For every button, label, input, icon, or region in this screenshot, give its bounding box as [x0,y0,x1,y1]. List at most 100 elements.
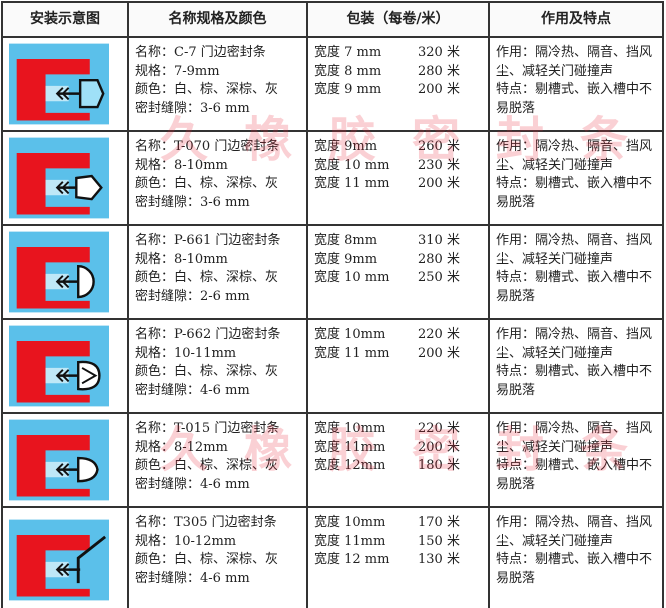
table-header: 安装示意图 名称规格及颜色 包装（每卷/米） 作用及特点 [1,1,664,38]
table-row: 名称：T-070 门边密封条 规格：8-10mm 颜色：白、棕、深棕、灰 密封缝… [1,130,664,226]
install-diagram-cell [1,36,129,132]
header-diagram: 安装示意图 [1,1,129,38]
t015-seal-diagram-icon [9,419,109,501]
product-name: 名称：T305 门边密封条 [135,515,277,530]
features-cell: 作用：隔冷热、隔音、挡风尘、减轻关门碰撞声 特点：剔槽式、嵌入槽中不易脱落 [488,130,664,226]
package-line: 宽度 12mm 180 米 [314,457,482,476]
length-value: 320 米 [418,45,460,60]
width-value: 宽度 10mm [314,327,386,342]
features-cell: 作用：隔冷热、隔音、挡风尘、减轻关门碰撞声 特点：剔槽式、嵌入槽中不易脱落 [488,506,664,608]
packaging-cell: 宽度 10mm 220 米宽度 11mm 200 米宽度 12mm 180 米 [306,412,490,508]
spec-cell: 名称：T305 门边密封条 规格：10-12mm 颜色：白、棕、深棕、灰 密封缝… [127,506,308,608]
seal-gap: 密封缝隙：4-6 mm [135,570,250,586]
table-row: 名称：T305 门边密封条 规格：10-12mm 颜色：白、棕、深棕、灰 密封缝… [1,506,664,608]
header-packaging: 包装（每卷/米） [306,1,490,38]
product-colors: 颜色：白、棕、深棕、灰 [135,270,279,285]
c7-seal-diagram-icon [9,43,109,125]
width-value: 宽度 12mm [314,458,386,473]
package-line: 宽度 9 mm 200 米 [314,81,482,100]
width-value: 宽度 10 mm [314,270,390,285]
product-name: 名称：C-7 门边密封条 [135,45,266,60]
product-colors: 颜色：白、棕、深棕、灰 [135,176,279,191]
length-value: 220 米 [418,421,460,436]
feature-text: 特点：剔槽式、嵌入槽中不易脱落 [496,176,653,210]
spec-cell: 名称：P-661 门边密封条 规格：8-10mm 颜色：白、棕、深棕、灰 密封缝… [127,224,308,320]
width-value: 宽度 7 mm [314,45,382,60]
width-value: 宽度 12 mm [314,552,390,567]
length-value: 150 米 [418,533,460,549]
install-diagram-cell [1,506,129,608]
length-value: 280 米 [418,251,460,267]
t305-seal-diagram-icon [9,519,109,601]
features-cell: 作用：隔冷热、隔音、挡风尘、减轻关门碰撞声 特点：剔槽式、嵌入槽中不易脱落 [488,318,664,414]
length-value: 200 米 [418,439,460,455]
packaging-cell: 宽度 7 mm 320 米宽度 8 mm 280 米宽度 9 mm 200 米 [306,36,490,132]
feature-text: 特点：剔槽式、嵌入槽中不易脱落 [496,552,653,586]
product-spec: 规格：8-10mm [135,157,228,173]
product-name: 名称：T-070 门边密封条 [135,139,280,154]
product-name: 名称：T-015 门边密封条 [135,421,280,436]
spec-cell: 名称：T-070 门边密封条 规格：8-10mm 颜色：白、棕、深棕、灰 密封缝… [127,130,308,226]
table-row: 名称：T-015 门边密封条 规格：8-12mm 颜色：白、棕、深棕、灰 密封缝… [1,412,664,508]
length-value: 180 米 [418,458,460,473]
seal-gap: 密封缝隙：4-6 mm [135,382,250,398]
usage-text: 作用：隔冷热、隔音、挡风尘、减轻关门碰撞声 [496,515,653,549]
product-spec: 规格：10-11mm [135,345,237,361]
width-value: 宽度 11 mm [314,345,390,361]
width-value: 宽度 9mm [314,251,378,267]
length-value: 170 米 [418,515,460,530]
header-spec: 名称规格及颜色 [127,1,308,38]
length-value: 200 米 [418,82,460,97]
usage-text: 作用：隔冷热、隔音、挡风尘、减轻关门碰撞声 [496,233,653,267]
package-line: 宽度 11 mm 200 米 [314,345,482,364]
usage-text: 作用：隔冷热、隔音、挡风尘、减轻关门碰撞声 [496,421,653,455]
product-colors: 颜色：白、棕、深棕、灰 [135,458,279,473]
feature-text: 特点：剔槽式、嵌入槽中不易脱落 [496,458,653,492]
package-line: 宽度 9mm 280 米 [314,251,482,270]
feature-text: 特点：剔槽式、嵌入槽中不易脱落 [496,82,653,116]
product-colors: 颜色：白、棕、深棕、灰 [135,364,279,379]
width-value: 宽度 10mm [314,515,386,530]
spec-cell: 名称：T-015 门边密封条 规格：8-12mm 颜色：白、棕、深棕、灰 密封缝… [127,412,308,508]
features-cell: 作用：隔冷热、隔音、挡风尘、减轻关门碰撞声 特点：剔槽式、嵌入槽中不易脱落 [488,412,664,508]
package-line: 宽度 11mm 150 米 [314,533,482,552]
package-line: 宽度 7 mm 320 米 [314,44,482,63]
length-value: 200 米 [418,345,460,361]
p662-seal-diagram-icon [9,325,109,407]
product-spec: 规格：8-12mm [135,439,228,455]
length-value: 230 米 [418,157,460,173]
length-value: 280 米 [418,63,460,79]
spec-cell: 名称：C-7 门边密封条 规格：7-9mm 颜色：白、棕、深棕、灰 密封缝隙：3… [127,36,308,132]
product-name: 名称：P-662 门边密封条 [135,327,281,342]
packaging-cell: 宽度 10mm 170 米宽度 11mm 150 米宽度 12 mm 130 米 [306,506,490,608]
seal-gap: 密封缝隙：4-6 mm [135,476,250,492]
package-line: 宽度 10 mm 230 米 [314,157,482,176]
package-line: 宽度 8 mm 280 米 [314,63,482,82]
features-cell: 作用：隔冷热、隔音、挡风尘、减轻关门碰撞声 特点：剔槽式、嵌入槽中不易脱落 [488,224,664,320]
package-line: 宽度 10 mm 250 米 [314,269,482,288]
usage-text: 作用：隔冷热、隔音、挡风尘、减轻关门碰撞声 [496,327,653,361]
length-value: 310 米 [418,233,460,248]
product-name: 名称：P-661 门边密封条 [135,233,281,248]
packaging-cell: 宽度 9mm 260 米宽度 10 mm 230 米宽度 11 mm 200 米 [306,130,490,226]
width-value: 宽度 11 mm [314,176,390,191]
table-row: 名称：C-7 门边密封条 规格：7-9mm 颜色：白、棕、深棕、灰 密封缝隙：3… [1,36,664,132]
width-value: 宽度 9mm [314,139,378,154]
feature-text: 特点：剔槽式、嵌入槽中不易脱落 [496,364,653,398]
feature-text: 特点：剔槽式、嵌入槽中不易脱落 [496,270,653,304]
package-line: 宽度 11 mm 200 米 [314,175,482,194]
install-diagram-cell [1,130,129,226]
seal-gap: 密封缝隙：3-6 mm [135,194,250,210]
width-value: 宽度 8mm [314,233,378,248]
package-line: 宽度 10mm 170 米 [314,514,482,533]
spec-cell: 名称：P-662 门边密封条 规格：10-11mm 颜色：白、棕、深棕、灰 密封… [127,318,308,414]
width-value: 宽度 10 mm [314,157,390,173]
product-spec: 规格：10-12mm [135,533,237,549]
header-features: 作用及特点 [488,1,664,38]
length-value: 260 米 [418,139,460,154]
width-value: 宽度 8 mm [314,63,382,79]
install-diagram-cell [1,224,129,320]
package-line: 宽度 11mm 200 米 [314,439,482,458]
